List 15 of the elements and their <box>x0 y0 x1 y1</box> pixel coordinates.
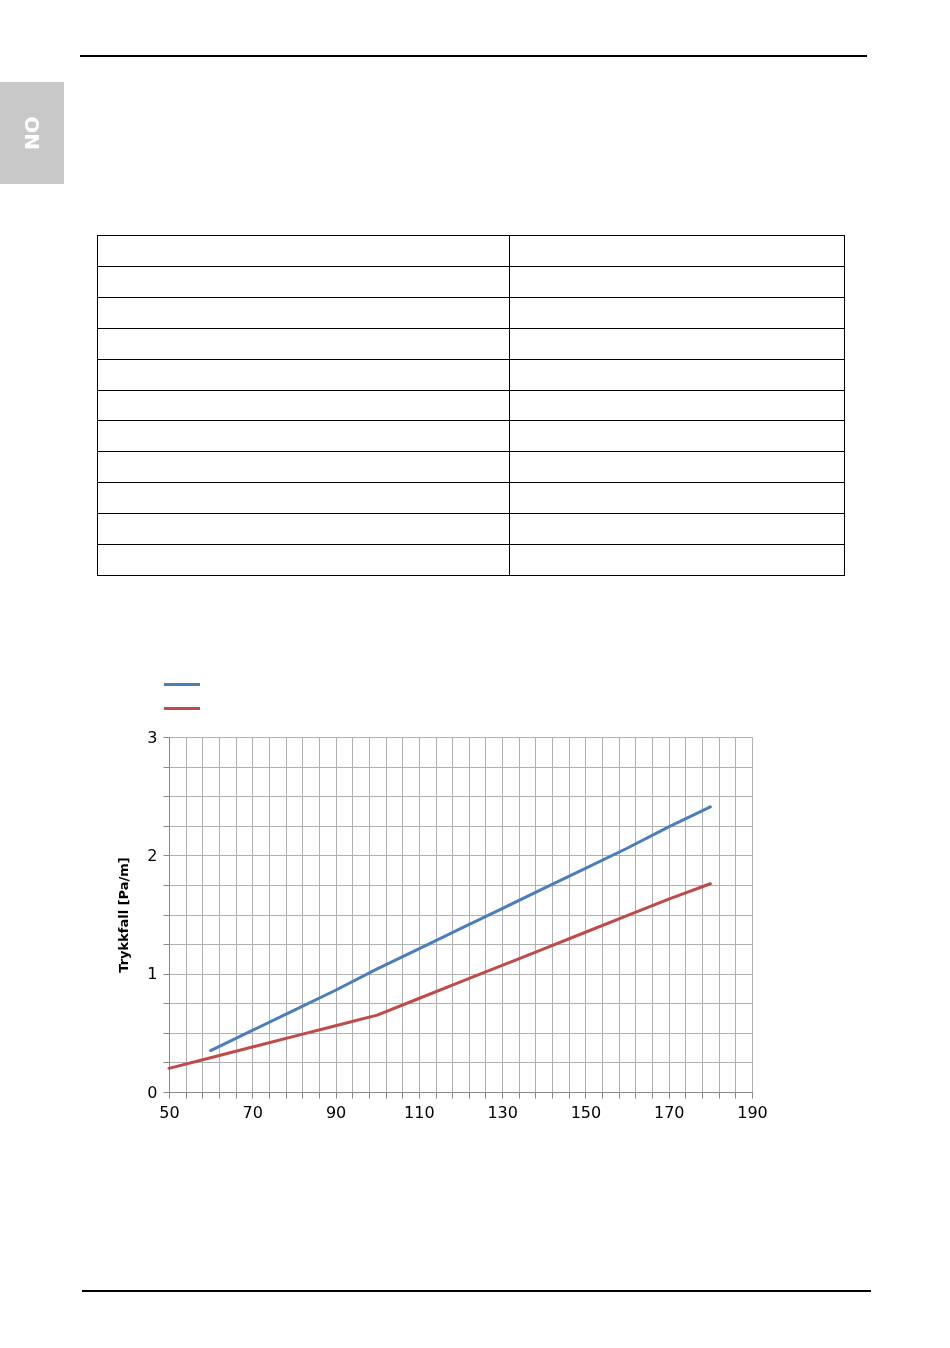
x-tick-label: 90 <box>325 1102 347 1122</box>
x-tick-label: 70 <box>242 1102 263 1122</box>
x-tick-label: 130 <box>487 1102 518 1122</box>
y-tick-label: 0 <box>147 1082 158 1102</box>
x-tick-label: 170 <box>653 1102 685 1122</box>
line-series <box>167 882 712 1070</box>
y-axis-title: Trykkfall [Pa/m] <box>116 857 132 973</box>
y-tick-label: 3 <box>147 727 158 747</box>
x-tick-label: 150 <box>570 1102 602 1122</box>
x-tick-label: 110 <box>404 1102 435 1122</box>
x-tick-label: 190 <box>737 1102 768 1122</box>
y-tick-label: 1 <box>147 964 158 984</box>
y-tick-label: 2 <box>147 845 158 865</box>
line-series <box>209 805 712 1053</box>
x-tick-label: 50 <box>159 1102 180 1122</box>
